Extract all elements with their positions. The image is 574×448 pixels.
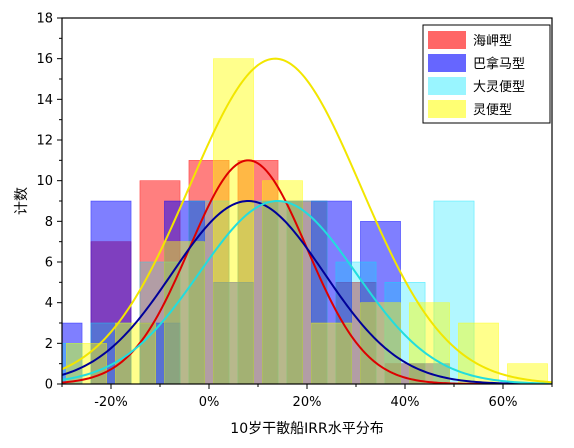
y-tick-label: 2 [45,337,53,352]
fit-curve-1 [62,200,552,384]
fit-curve-3 [62,57,552,384]
bar-2-7 [384,282,426,384]
legend-label-1: 巴拿马型 [473,56,525,72]
y-tick-label: 4 [45,296,53,311]
x-tick-label: 20% [293,395,322,410]
x-tick-label: -20% [94,395,128,410]
bar-2-4 [237,200,279,384]
plot-area [62,57,552,384]
fit-curve-2 [62,199,552,384]
bars-layer [62,58,548,384]
x-tick-label: 60% [489,395,518,410]
y-tick-label: 8 [45,215,53,230]
legend-label-3: 灵便型 [473,103,512,118]
bar-3-3 [213,58,254,384]
bar-1-6 [311,200,352,384]
bar-3-1 [115,322,156,384]
x-tick-label: 0% [199,395,220,410]
y-tick-label: 12 [36,134,53,149]
bar-1-5 [262,200,303,384]
legend-swatch-2 [428,77,466,95]
x-axis: -20% 0% 20% 40% 60% [61,384,553,410]
legend-swatch-1 [428,54,466,72]
bar-2-3 [188,200,230,384]
y-tick-label: 16 [36,52,53,67]
x-axis-title: 10岁干散船IRR水平分布 [230,421,383,437]
y-axis: 0 2 4 6 8 10 12 14 16 18 [36,12,62,393]
y-tick-label: 6 [45,256,53,271]
y-tick-label: 18 [36,12,53,27]
y-tick-label: 14 [36,93,53,108]
legend-label-2: 大灵便型 [473,80,525,95]
legend-swatch-0 [428,31,466,49]
bar-3-8 [458,322,499,384]
legend-label-0: 海岬型 [473,34,512,49]
bar-3-4 [262,180,303,384]
x-tick-label: 40% [391,395,420,410]
legend-swatch-3 [428,100,466,118]
bar-1-1 [90,200,132,384]
bar-2-8 [433,200,475,384]
bar-1-4 [213,282,254,384]
y-tick-label: 10 [36,174,53,189]
bar-3-5 [311,322,352,384]
y-axis-title: 计数 [14,187,30,215]
bar-3-7 [409,302,450,384]
y-tick-label: 0 [45,378,53,393]
